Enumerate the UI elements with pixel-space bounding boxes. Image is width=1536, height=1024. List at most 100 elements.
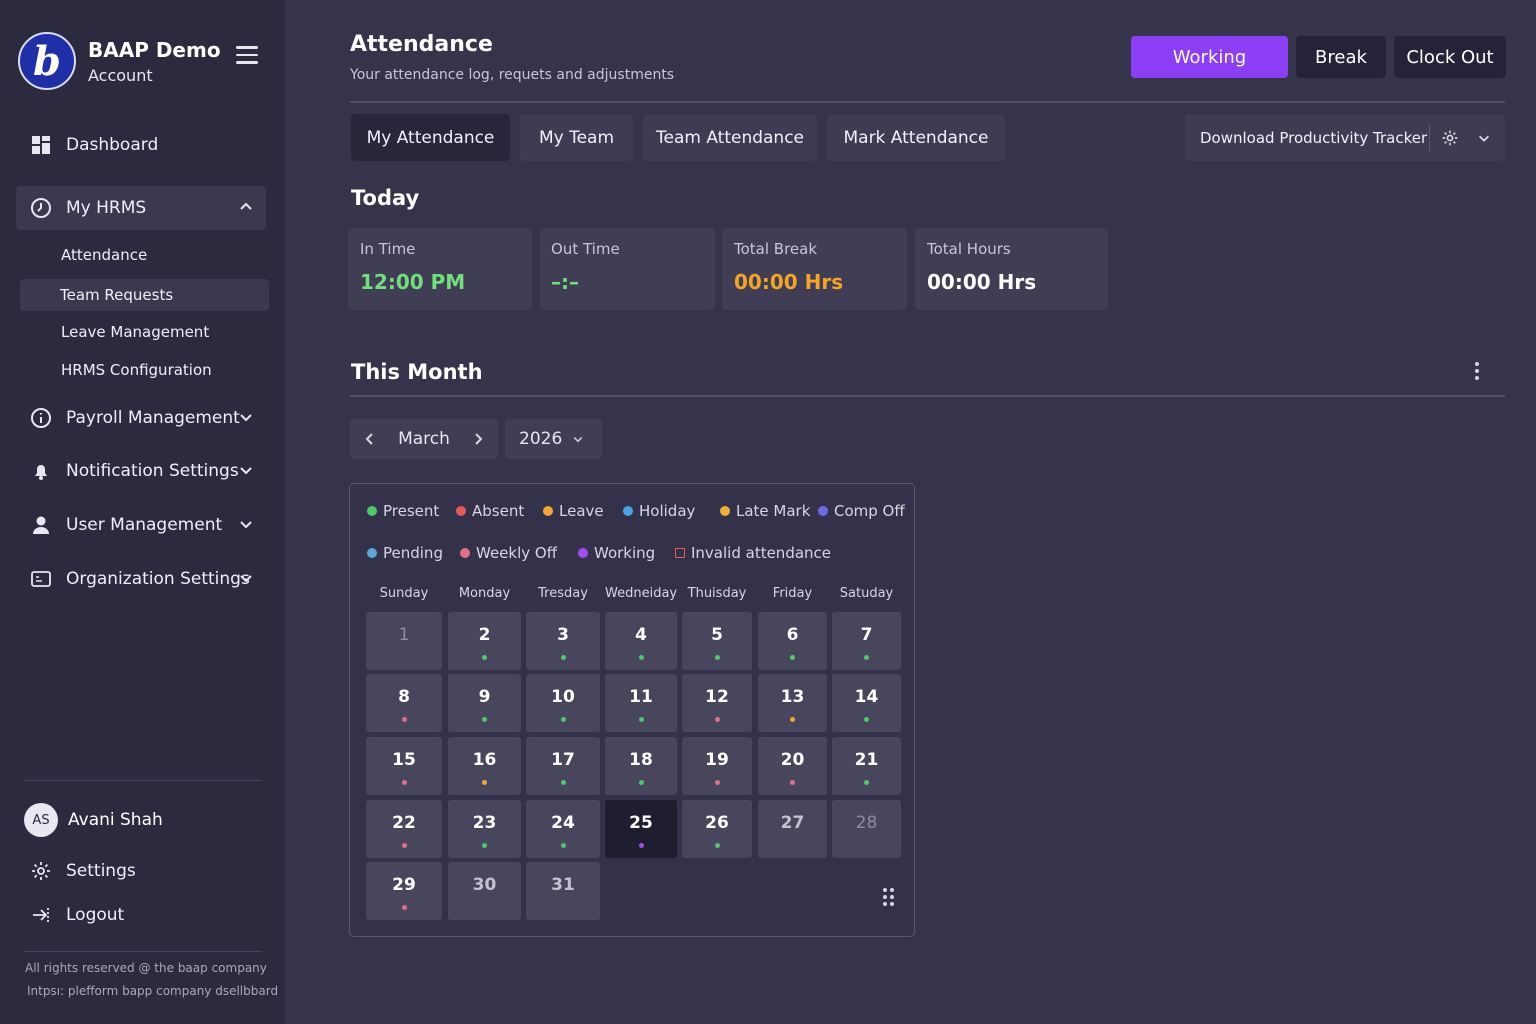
settings-label: Settings	[66, 861, 136, 881]
calendar-day[interactable]: 11	[605, 674, 677, 732]
calendar-day[interactable]: 10	[526, 674, 600, 732]
info-icon	[30, 407, 52, 429]
day-number: 29	[392, 875, 416, 895]
calendar-day[interactable]: 25	[605, 800, 677, 858]
legend-item: Absent	[456, 502, 524, 520]
sidebar-subitem-leave-management[interactable]: Leave Management	[61, 323, 210, 341]
brand[interactable]: b BAAP Demo Account	[18, 32, 221, 90]
dashboard-icon	[30, 134, 52, 156]
sidebar-item-user-management[interactable]: User Management	[16, 503, 266, 547]
calendar-day[interactable]: 6	[758, 612, 827, 670]
gear-icon	[32, 862, 50, 880]
clock-icon	[30, 197, 52, 219]
year-select[interactable]: 2026	[505, 419, 602, 459]
sidebar-item-organization-settings[interactable]: Organization Settings	[16, 557, 266, 601]
legend-label: Invalid attendance	[691, 544, 832, 562]
day-number: 22	[392, 813, 416, 833]
chevron-right-icon	[475, 433, 483, 445]
status-dot	[714, 843, 720, 848]
sidebar-item-payroll[interactable]: Payroll Management	[16, 396, 266, 440]
status-dot	[864, 780, 869, 785]
weekday-label: Wedneiday	[605, 586, 678, 601]
working-button[interactable]: Working	[1131, 36, 1288, 78]
status-dot	[401, 780, 407, 785]
calendar-day[interactable]: 8	[366, 674, 442, 732]
tracker-settings-button[interactable]	[1430, 114, 1470, 161]
calendar-day[interactable]: 24	[526, 800, 600, 858]
stat-label: Out Time	[551, 240, 620, 258]
calendar-day[interactable]: 20	[758, 737, 827, 795]
calendar-day[interactable]: 13	[758, 674, 827, 732]
calendar-day[interactable]: 19	[682, 737, 752, 795]
weekday-label: Friday	[772, 586, 813, 601]
calendar-day[interactable]: 23	[448, 800, 521, 858]
day-number: 12	[705, 687, 729, 707]
calendar-day[interactable]: 18	[605, 737, 677, 795]
day-number: 11	[629, 687, 653, 707]
calendar-day[interactable]: 14	[832, 674, 901, 732]
next-month-button[interactable]	[458, 419, 498, 459]
calendar-day[interactable]: 2	[448, 612, 521, 670]
prev-month-button[interactable]	[350, 419, 390, 459]
tab-my-team[interactable]: My Team	[520, 114, 633, 161]
logout-icon	[33, 908, 49, 922]
calendar-day[interactable]: 31	[526, 862, 600, 920]
day-number: 4	[635, 625, 647, 645]
sidebar-item-notification-settings[interactable]: Notification Settings	[16, 449, 266, 493]
calendar-day[interactable]: 15	[366, 737, 442, 795]
calendar-day[interactable]: 5	[682, 612, 752, 670]
sidebar-subitem-hrms-configuration[interactable]: HRMS Configuration	[61, 361, 212, 379]
user-profile[interactable]: AS Avani Shah	[24, 803, 163, 837]
download-productivity-tracker-button[interactable]: Download Productivity Tracker	[1200, 128, 1428, 147]
calendar-day[interactable]: 7	[832, 612, 901, 670]
status-dot	[482, 655, 487, 660]
calendar-day[interactable]: 27	[758, 800, 827, 858]
calendar-day[interactable]: 9	[448, 674, 521, 732]
calendar-day[interactable]: 28	[832, 800, 901, 858]
calendar-day[interactable]: 12	[682, 674, 752, 732]
tab-team-attendance[interactable]: Team Attendance	[643, 114, 817, 161]
legend-label: Present	[383, 502, 440, 520]
page-subtitle: Your attendance log, requets and adjustm…	[350, 67, 675, 83]
calendar-day[interactable]: 16	[448, 737, 521, 795]
legend-item: Comp Off	[818, 502, 905, 520]
calendar-day[interactable]: 26	[682, 800, 752, 858]
stat-in-time: In Time 12:00 PM	[348, 228, 532, 310]
calendar-day[interactable]: 17	[526, 737, 600, 795]
sidebar-item-my-hrms[interactable]: My HRMS	[16, 186, 266, 230]
legend-label: Absent	[472, 502, 525, 520]
status-dot	[790, 780, 795, 785]
calendar-day[interactable]: 4	[605, 612, 677, 670]
legend-item: Pending	[367, 544, 443, 562]
stat-value: –:–	[551, 270, 579, 294]
tracker-dropdown-button[interactable]	[1470, 114, 1498, 161]
chevron-down-icon	[240, 414, 252, 422]
more-options-icon[interactable]	[1470, 362, 1484, 384]
calendar-day[interactable]: 22	[366, 800, 442, 858]
gear-icon	[1442, 130, 1458, 145]
logout-link[interactable]: Logout	[30, 904, 124, 926]
bell-icon	[30, 460, 52, 482]
status-dot	[638, 717, 644, 722]
tab-mark-attendance[interactable]: Mark Attendance	[827, 114, 1005, 161]
clock-out-button[interactable]: Clock Out	[1394, 36, 1506, 78]
drag-handle-icon[interactable]	[882, 887, 896, 907]
settings-link[interactable]: Settings	[30, 860, 136, 882]
status-dot	[560, 655, 566, 660]
break-button[interactable]: Break	[1296, 36, 1386, 78]
calendar-day[interactable]: 3	[526, 612, 600, 670]
calendar-day[interactable]: 29	[366, 862, 442, 920]
menu-icon[interactable]	[236, 46, 258, 64]
calendar-day[interactable]: 21	[832, 737, 901, 795]
header-divider	[350, 101, 1505, 103]
calendar-day[interactable]: 1	[366, 612, 442, 670]
sidebar-subitem-team-requests[interactable]: Team Requests	[20, 279, 269, 311]
calendar-day[interactable]: 30	[448, 862, 521, 920]
legend-item: Late Mark	[720, 502, 810, 520]
sidebar-item-dashboard[interactable]: Dashboard	[16, 123, 266, 167]
tab-my-attendance[interactable]: My Attendance	[351, 114, 510, 161]
legend-item: Invalid attendance	[675, 544, 831, 562]
day-number: 31	[551, 875, 575, 895]
day-number: 26	[705, 813, 729, 833]
sidebar-subitem-attendance[interactable]: Attendance	[61, 246, 148, 264]
